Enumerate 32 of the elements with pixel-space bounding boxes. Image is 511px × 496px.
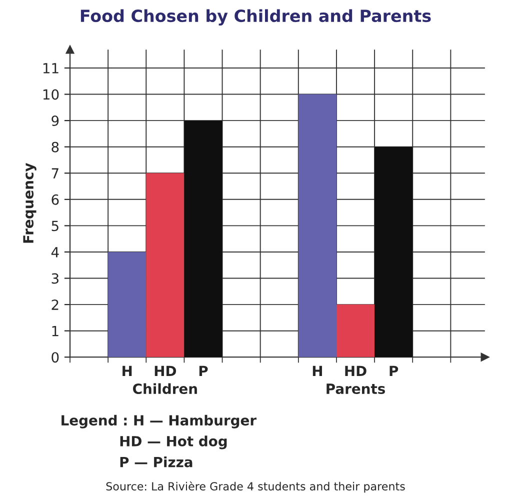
x-tick-label: P — [390, 366, 398, 376]
x-tick-label: P — [199, 366, 208, 376]
x-tick-label: H — [122, 366, 132, 376]
y-tick-label: 4 — [51, 247, 59, 258]
y-tick-label: 10 — [43, 89, 59, 100]
y-tick-label: 3 — [52, 273, 58, 284]
bar — [336, 304, 375, 358]
bar — [108, 252, 146, 358]
text: HD — Hot dog — [120, 436, 227, 450]
bar — [184, 120, 222, 358]
y-tick-label: 7 — [52, 168, 58, 178]
x-tick-label: HD — [154, 366, 176, 376]
y-tick-label: 8 — [52, 142, 59, 152]
bar — [374, 146, 413, 358]
y-tick-label: 9 — [52, 116, 59, 126]
y-tick-label: 5 — [52, 220, 58, 232]
y-tick-label: 6 — [52, 194, 59, 205]
bar — [298, 94, 336, 358]
y-tick-label: 0 — [52, 352, 59, 363]
text: Children — [133, 383, 197, 394]
x-tick-label: H — [312, 366, 322, 376]
y-tick-label: 2 — [52, 300, 58, 310]
x-tick-label: HD — [345, 366, 366, 376]
bar — [146, 173, 184, 358]
source-note: Source: La Rivière Grade 4 students and their parents — [106, 481, 405, 493]
y-axis-title: Frequency — [23, 162, 36, 243]
chart-title: Food Chosen by Children and Parents — [80, 9, 431, 26]
y-tick-label: 11 — [43, 63, 58, 74]
text: Parents — [326, 384, 385, 394]
text: Legend : H — Hamburger — [62, 414, 256, 428]
y-tick-label: 1 — [52, 326, 58, 336]
text: P — Pizza — [120, 456, 192, 468]
